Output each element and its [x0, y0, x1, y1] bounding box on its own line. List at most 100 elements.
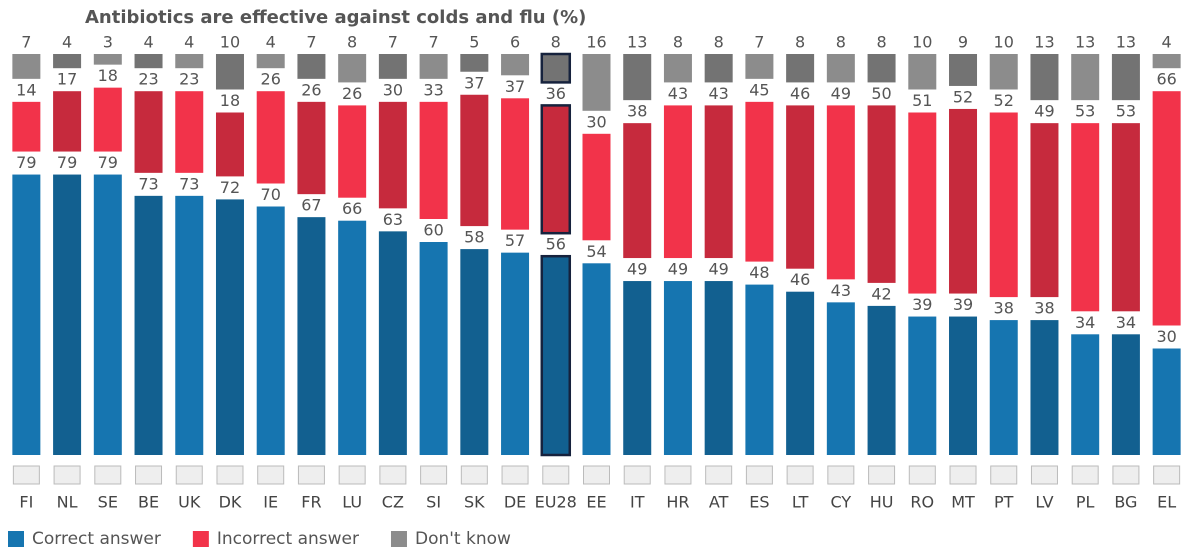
bar-segment: [419, 54, 448, 79]
bar-segment: [867, 105, 896, 283]
bar-segment: [745, 54, 774, 79]
flag: [338, 465, 366, 485]
value-label: 30: [1156, 327, 1176, 346]
bar-segment: [175, 91, 204, 173]
flag: [542, 465, 570, 485]
bar-segment: [949, 316, 978, 455]
flag: [1030, 465, 1058, 485]
value-label: 30: [383, 80, 403, 99]
bar-segment: [826, 54, 855, 83]
value-label: 8: [876, 33, 886, 52]
value-label: 46: [790, 84, 810, 103]
flag: [460, 465, 488, 485]
bar-segment: [1152, 348, 1181, 455]
value-label: 16: [586, 33, 606, 52]
value-label: 48: [749, 263, 769, 282]
value-label: 49: [831, 84, 851, 103]
flag: [216, 465, 244, 485]
value-label: 4: [1162, 33, 1172, 52]
value-label: 7: [21, 33, 31, 52]
x-tick-label: IT: [630, 493, 645, 512]
value-label: 34: [1116, 313, 1136, 332]
value-label: 10: [912, 33, 932, 52]
bar-segment: [745, 101, 774, 262]
x-tick-label: EL: [1157, 493, 1176, 512]
bar-segment: [460, 249, 489, 455]
value-label: 49: [708, 260, 728, 279]
bar-segment: [501, 98, 530, 230]
bar-segment: [501, 54, 530, 76]
bar-segment: [826, 105, 855, 280]
value-label: 33: [423, 80, 443, 99]
value-label: 8: [347, 33, 357, 52]
value-label: 45: [749, 80, 769, 99]
bar-segment: [908, 112, 937, 294]
bar-segment: [297, 217, 326, 455]
value-label: 43: [708, 84, 728, 103]
bar-segment: [419, 242, 448, 455]
bar-segment: [53, 91, 82, 152]
bar-segment: [1111, 54, 1140, 101]
value-label: 5: [469, 33, 479, 52]
value-label: 43: [831, 281, 851, 300]
value-label: 18: [220, 91, 240, 110]
x-tick-label: SK: [464, 493, 485, 512]
flag: [94, 465, 122, 485]
x-tick-label: AT: [709, 493, 729, 512]
value-label: 58: [464, 228, 484, 247]
bar-segment: [1111, 123, 1140, 312]
flag: [583, 465, 610, 485]
flag: [949, 465, 977, 485]
value-label: 42: [871, 284, 891, 303]
bar-segment: [1152, 54, 1181, 69]
bar-segment: [949, 108, 978, 294]
x-tick-label: FI: [19, 493, 33, 512]
value-label: 13: [1116, 33, 1136, 52]
x-tick-label: ES: [749, 493, 769, 512]
flag: [908, 465, 936, 485]
value-label: 13: [1034, 33, 1054, 52]
flag: [664, 465, 692, 485]
value-label: 7: [429, 33, 439, 52]
bar-segment: [663, 281, 692, 455]
value-label: 4: [266, 33, 276, 52]
bar-segment: [460, 94, 489, 227]
value-label: 4: [143, 33, 153, 52]
value-label: 52: [953, 87, 973, 106]
x-tick-label: BG: [1114, 493, 1137, 512]
value-label: 26: [261, 70, 281, 89]
bar-segment: [12, 101, 41, 152]
value-label: 37: [464, 73, 484, 92]
bar-segment: [256, 54, 285, 69]
bar-segment: [1071, 123, 1100, 312]
value-label: 38: [1034, 299, 1054, 318]
x-tick-label: IE: [263, 493, 278, 512]
value-label: 4: [184, 33, 194, 52]
flag: [705, 465, 733, 485]
x-tick-label: EU28: [535, 493, 577, 512]
value-label: 8: [836, 33, 846, 52]
x-tick-label: SI: [426, 493, 441, 512]
bar-segment: [134, 195, 163, 455]
bar-segment: [338, 105, 367, 198]
x-tick-label: DE: [504, 493, 526, 512]
value-label: 26: [301, 80, 321, 99]
value-label: 23: [138, 70, 158, 89]
bar-segment: [908, 316, 937, 455]
bar-segment: [623, 281, 652, 455]
value-label: 18: [98, 66, 118, 85]
value-label: 51: [912, 91, 932, 110]
flag: [990, 465, 1018, 485]
flag: [175, 465, 203, 485]
legend-swatch: [390, 531, 407, 547]
x-tick-label: FR: [301, 493, 321, 512]
bar-segment: [460, 54, 489, 72]
bar-segment: [704, 54, 733, 83]
value-label: 53: [1116, 102, 1136, 121]
bar-segment: [1111, 334, 1140, 455]
value-label: 37: [505, 77, 525, 96]
bar-segment: [745, 284, 774, 455]
bar-segment: [663, 105, 692, 259]
bar-segment: [378, 231, 407, 455]
x-tick-label: PL: [1076, 493, 1095, 512]
